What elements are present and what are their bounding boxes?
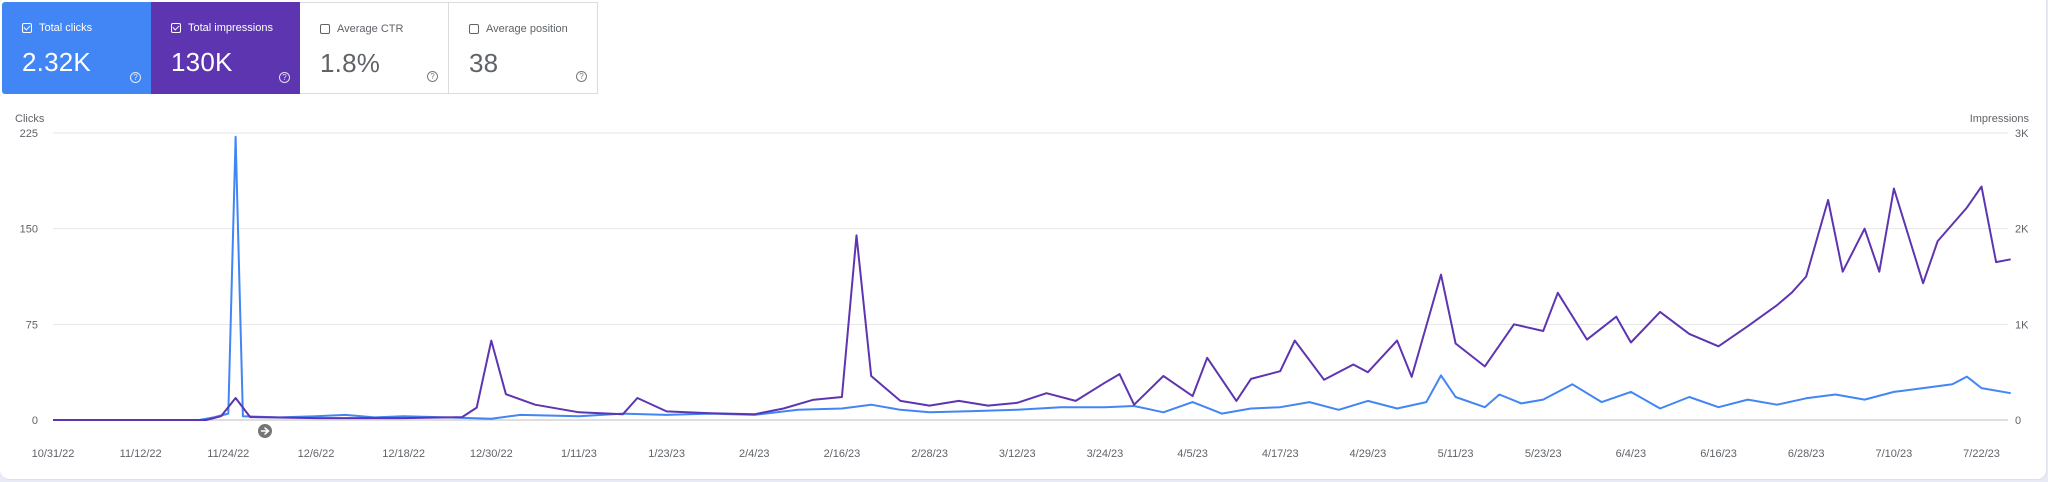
- metric-label: Average CTR: [337, 23, 404, 35]
- x-tick-label: 2/28/23: [911, 448, 948, 460]
- metric-label: Average position: [486, 23, 568, 35]
- metric-value: 2.32K: [22, 47, 91, 77]
- help-icon[interactable]: ?: [427, 71, 438, 82]
- metric-label: Total impressions: [188, 22, 273, 34]
- x-tick-label: 5/23/23: [1525, 448, 1562, 460]
- y-left-tick-label: 225: [20, 128, 38, 140]
- x-tick-label: 11/24/22: [207, 448, 249, 460]
- help-icon[interactable]: ?: [279, 72, 290, 83]
- x-tick-label: 12/30/22: [470, 448, 513, 460]
- x-tick-label: 1/23/23: [648, 448, 685, 460]
- metric-label: Total clicks: [39, 22, 93, 34]
- checkbox-unchecked-icon[interactable]: [320, 24, 330, 34]
- x-tick-label: 2/16/23: [824, 448, 861, 460]
- x-tick-label: 6/16/23: [1700, 448, 1737, 460]
- x-tick-label: 7/10/23: [1876, 448, 1913, 460]
- x-tick-label: 6/4/23: [1616, 448, 1647, 460]
- metric-card-header: Total clicks: [22, 21, 151, 35]
- x-tick-label: 1/11/23: [561, 448, 597, 460]
- y-right-tick-label: 1K: [2015, 319, 2029, 331]
- metric-cards: Total clicks 2.32K ? Total impressions 1…: [2, 2, 598, 94]
- metric-card-average-ctr[interactable]: Average CTR 1.8% ?: [300, 2, 449, 94]
- metric-card-header: Total impressions: [171, 21, 300, 35]
- metric-card-total-impressions[interactable]: Total impressions 130K ?: [151, 2, 300, 94]
- y-right-tick-label: 3K: [2015, 128, 2029, 140]
- series-line-total-impressions: [53, 185, 2011, 421]
- metric-card-total-clicks[interactable]: Total clicks 2.32K ?: [2, 2, 151, 94]
- x-tick-label: 3/24/23: [1087, 448, 1124, 460]
- help-icon[interactable]: ?: [130, 72, 141, 83]
- y-right-axis-title: Impressions: [1970, 113, 2030, 125]
- metric-value: 38: [469, 48, 499, 78]
- metric-card-header: Average position: [469, 22, 597, 36]
- x-tick-label: 4/17/23: [1262, 448, 1299, 460]
- x-tick-label: 4/5/23: [1177, 448, 1208, 460]
- x-tick-label: 4/29/23: [1350, 448, 1387, 460]
- x-tick-label: 2/4/23: [739, 448, 770, 460]
- metric-value: 1.8%: [320, 48, 381, 78]
- x-tick-label: 10/31/22: [32, 448, 75, 460]
- x-tick-label: 11/12/22: [120, 448, 162, 460]
- metric-card-header: Average CTR: [320, 22, 448, 36]
- metric-value: 130K: [171, 47, 233, 77]
- arrow-right-icon: [260, 427, 270, 435]
- checkbox-checked-icon[interactable]: [22, 23, 32, 33]
- x-tick-label: 3/12/23: [999, 448, 1036, 460]
- x-tick-label: 6/28/23: [1788, 448, 1825, 460]
- x-tick-label: 12/18/22: [382, 448, 425, 460]
- x-tick-label: 12/6/22: [298, 448, 335, 460]
- y-left-tick-label: 75: [26, 319, 38, 331]
- y-left-tick-label: 150: [20, 224, 38, 236]
- help-icon[interactable]: ?: [576, 71, 587, 82]
- y-right-tick-label: 0: [2015, 415, 2021, 427]
- y-left-tick-label: 0: [32, 415, 38, 427]
- checkbox-checked-icon[interactable]: [171, 23, 181, 33]
- checkbox-unchecked-icon[interactable]: [469, 24, 479, 34]
- y-right-tick-label: 2K: [2015, 224, 2029, 236]
- x-tick-label: 7/22/23: [1963, 448, 2000, 460]
- series-line-total-clicks: [53, 135, 2011, 421]
- x-tick-label: 5/11/23: [1438, 448, 1474, 460]
- metric-card-average-position[interactable]: Average position 38 ?: [449, 2, 598, 94]
- y-left-axis-title: Clicks: [15, 113, 45, 125]
